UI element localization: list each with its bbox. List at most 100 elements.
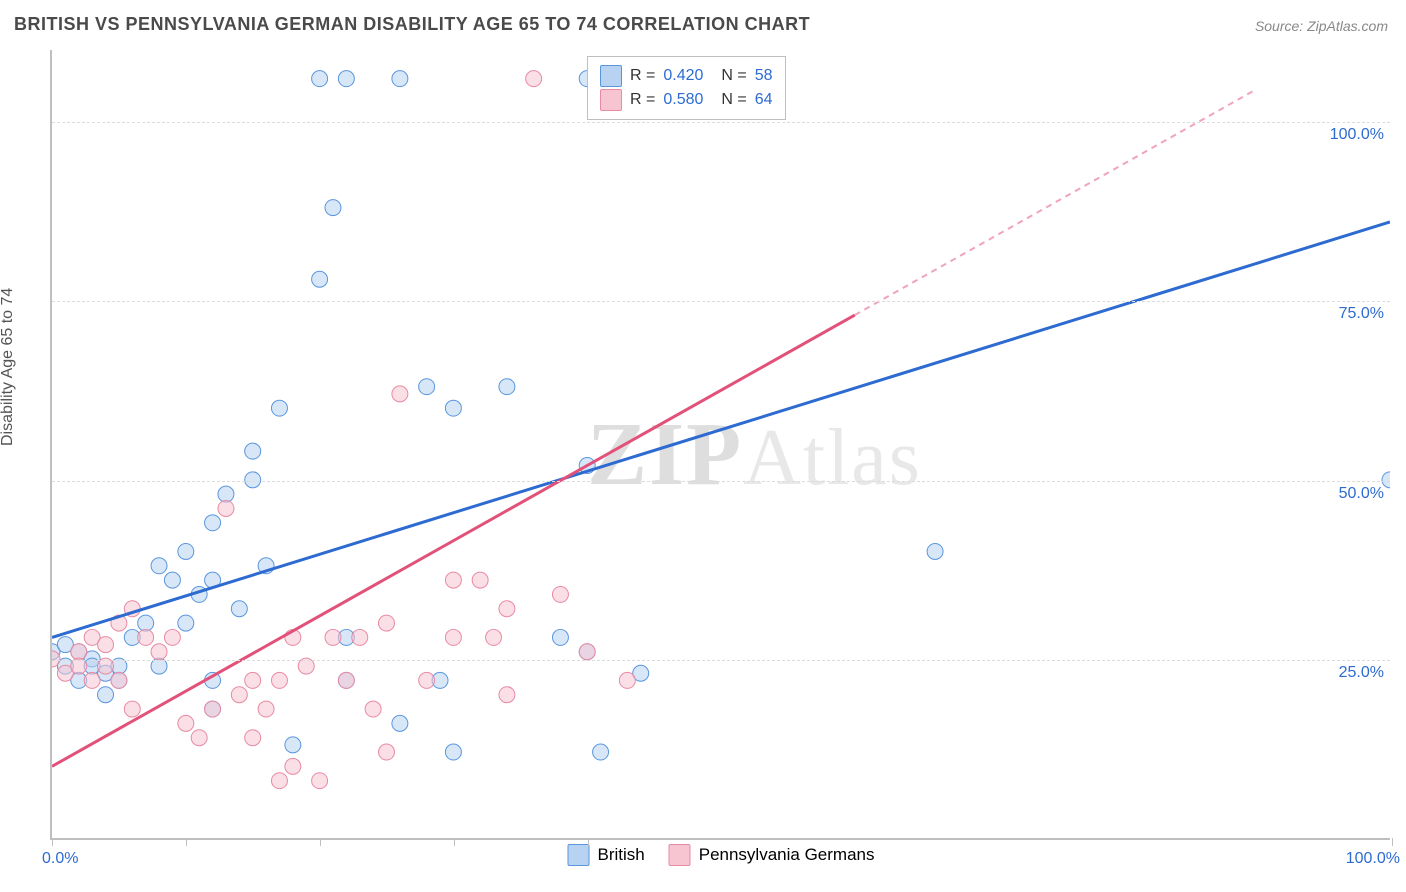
data-point [178, 543, 194, 559]
data-point [245, 730, 261, 746]
legend-r-label: R = [630, 91, 655, 109]
legend-row-pagerman: R = 0.580 N = 64 [600, 89, 773, 111]
x-tick [588, 838, 589, 846]
legend-row-british: R = 0.420 N = 58 [600, 65, 773, 87]
data-point [84, 672, 100, 688]
stats-legend-box: R = 0.420 N = 58 R = 0.580 N = 64 [587, 56, 786, 120]
data-point [164, 572, 180, 588]
data-point [205, 515, 221, 531]
data-point [593, 744, 609, 760]
data-point [178, 615, 194, 631]
data-point [325, 629, 341, 645]
data-point [98, 637, 114, 653]
data-point [552, 629, 568, 645]
data-point [392, 386, 408, 402]
x-tick [52, 838, 53, 846]
swatch-icon [669, 844, 691, 866]
data-point [312, 71, 328, 87]
swatch-british [600, 65, 622, 87]
chart-container: BRITISH VS PENNSYLVANIA GERMAN DISABILIT… [0, 0, 1406, 892]
data-point [927, 543, 943, 559]
data-point [271, 672, 287, 688]
scatter-svg [52, 50, 1390, 838]
regression-line [52, 315, 855, 766]
data-point [245, 672, 261, 688]
source-attribution: Source: ZipAtlas.com [1255, 18, 1388, 34]
legend-n-label: N = [721, 67, 746, 85]
data-point [111, 672, 127, 688]
data-point [445, 629, 461, 645]
data-point [526, 71, 542, 87]
data-point [499, 687, 515, 703]
data-point [312, 773, 328, 789]
data-point [71, 644, 87, 660]
data-point [191, 730, 207, 746]
data-point [258, 701, 274, 717]
bottom-legend-label: Pennsylvania Germans [699, 845, 875, 865]
x-tick [320, 838, 321, 846]
plot-area: ZIPAtlas R = 0.420 N = 58 R = 0.580 N = … [50, 50, 1390, 840]
regression-line [52, 222, 1390, 637]
x-tick [186, 838, 187, 846]
bottom-legend-label: British [598, 845, 645, 865]
data-point [445, 744, 461, 760]
legend-r-british: 0.420 [663, 67, 703, 85]
x-tick [454, 838, 455, 846]
data-point [138, 629, 154, 645]
data-point [285, 758, 301, 774]
data-point [271, 400, 287, 416]
legend-n-british: 58 [755, 67, 773, 85]
data-point [619, 672, 635, 688]
data-point [472, 572, 488, 588]
data-point [419, 672, 435, 688]
data-point [178, 715, 194, 731]
data-point [245, 443, 261, 459]
data-point [379, 744, 395, 760]
y-tick-label: 75.0% [1339, 305, 1384, 323]
x-tick [1392, 838, 1393, 846]
data-point [338, 71, 354, 87]
data-point [164, 629, 180, 645]
data-point [205, 701, 221, 717]
data-point [98, 687, 114, 703]
data-point [392, 71, 408, 87]
data-point [552, 586, 568, 602]
x-axis-label-left: 0.0% [42, 850, 78, 868]
gridline [52, 122, 1390, 123]
y-tick-label: 25.0% [1339, 664, 1384, 682]
y-axis-label: Disability Age 65 to 74 [0, 288, 17, 446]
data-point [419, 379, 435, 395]
bottom-legend-british: British [568, 844, 645, 866]
data-point [218, 500, 234, 516]
swatch-icon [568, 844, 590, 866]
data-point [379, 615, 395, 631]
legend-n-pagerman: 64 [755, 91, 773, 109]
data-point [285, 737, 301, 753]
data-point [499, 601, 515, 617]
data-point [445, 572, 461, 588]
data-point [352, 629, 368, 645]
data-point [231, 687, 247, 703]
legend-n-label: N = [721, 91, 746, 109]
y-tick-label: 100.0% [1330, 126, 1384, 144]
y-tick-label: 50.0% [1339, 485, 1384, 503]
data-point [245, 472, 261, 488]
data-point [392, 715, 408, 731]
data-point [151, 644, 167, 660]
data-point [218, 486, 234, 502]
legend-r-pagerman: 0.580 [663, 91, 703, 109]
data-point [138, 615, 154, 631]
swatch-pagerman [600, 89, 622, 111]
bottom-legend-pagerman: Pennsylvania Germans [669, 844, 875, 866]
data-point [325, 200, 341, 216]
bottom-legend: British Pennsylvania Germans [568, 844, 875, 866]
x-axis-label-right: 100.0% [1346, 850, 1400, 868]
gridline [52, 301, 1390, 302]
gridline [52, 481, 1390, 482]
data-point [499, 379, 515, 395]
data-point [365, 701, 381, 717]
data-point [312, 271, 328, 287]
legend-r-label: R = [630, 67, 655, 85]
data-point [124, 701, 140, 717]
chart-title: BRITISH VS PENNSYLVANIA GERMAN DISABILIT… [14, 14, 810, 35]
